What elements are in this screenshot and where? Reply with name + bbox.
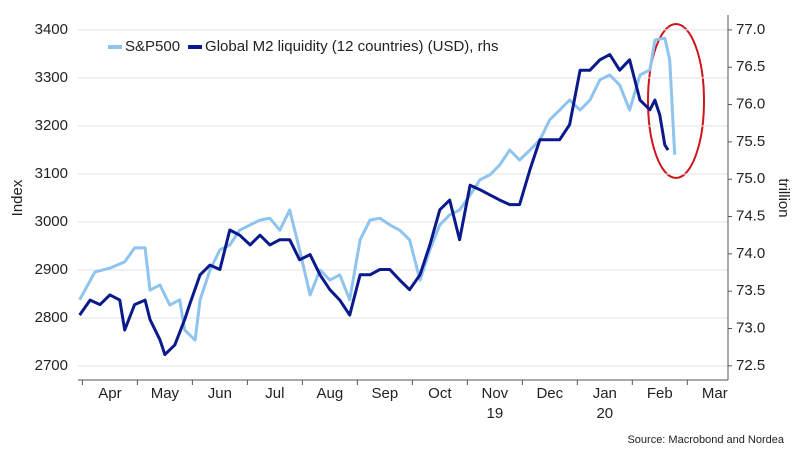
y-tick-label: 3400 bbox=[35, 21, 68, 38]
x-tick-label: Sep bbox=[372, 385, 399, 402]
y2-tick-label: 76.0 bbox=[736, 96, 765, 113]
x-tick-label: Dec bbox=[536, 385, 563, 402]
x-tick-label: May bbox=[151, 385, 180, 402]
y2-tick-label: 74.5 bbox=[736, 208, 765, 225]
y-tick-label: 2700 bbox=[35, 357, 68, 374]
x-tick-label: Oct bbox=[428, 385, 452, 402]
legend-label: Global M2 liquidity (12 countries) (USD)… bbox=[205, 38, 498, 55]
legend-label: S&P500 bbox=[125, 38, 180, 55]
line-series bbox=[78, 53, 670, 357]
y2-tick-label: 77.0 bbox=[736, 21, 765, 38]
source: Source: Macrobond and Nordea bbox=[627, 434, 784, 446]
x-tick-label: Jul bbox=[265, 385, 284, 402]
year-label: 20 bbox=[596, 405, 613, 422]
y2-tick-label: 73.5 bbox=[736, 282, 765, 299]
y-tick-label: 3200 bbox=[35, 117, 68, 134]
line-series bbox=[78, 36, 677, 342]
y-axis-label: Index bbox=[9, 179, 26, 216]
y2-tick-label: 73.0 bbox=[736, 319, 765, 336]
x-tick-label: Mar bbox=[702, 385, 728, 402]
y2-tick-label: 75.0 bbox=[736, 170, 765, 187]
x-tick-label: Jun bbox=[208, 385, 232, 402]
x-tick-label: Jan bbox=[593, 385, 617, 402]
y-tick-label: 2800 bbox=[35, 309, 68, 326]
y-tick-label: 3100 bbox=[35, 165, 68, 182]
highlight-ellipse bbox=[647, 23, 705, 179]
y-tick-label: 3000 bbox=[35, 213, 68, 230]
y2-axis-label: trillion bbox=[775, 178, 792, 217]
x-tick-label: Nov bbox=[481, 385, 508, 402]
year-label: 19 bbox=[486, 405, 503, 422]
y2-tick-label: 76.5 bbox=[736, 58, 765, 75]
y-tick-label: 2900 bbox=[35, 261, 68, 278]
x-tick-label: Aug bbox=[317, 385, 344, 402]
y2-tick-label: 75.5 bbox=[736, 133, 765, 150]
x-tick-label: Feb bbox=[647, 385, 673, 402]
x-tick-label: Apr bbox=[98, 385, 121, 402]
y2-tick-label: 74.0 bbox=[736, 245, 765, 262]
y-tick-label: 3300 bbox=[35, 69, 68, 86]
y2-tick-label: 72.5 bbox=[736, 357, 765, 374]
